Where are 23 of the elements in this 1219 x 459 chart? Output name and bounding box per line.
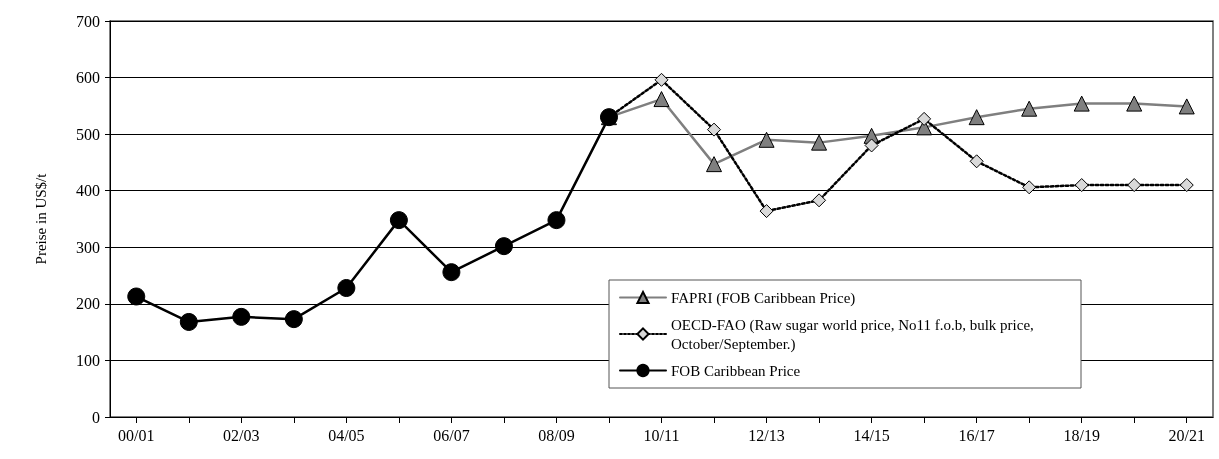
x-tick-label: 04/05 [328,426,365,444]
y-tick-label: 200 [76,295,100,313]
x-tick-label: 14/15 [853,426,890,444]
y-axis-title: Preise in US$/t [32,172,49,265]
y-tick-label: 300 [76,238,100,256]
y-tick-label: 500 [76,125,100,143]
x-tick-label: 06/07 [433,426,470,444]
y-tick-label: 400 [76,182,100,200]
x-tick-label: 18/19 [1063,426,1100,444]
legend-label: FAPRI (FOB Caribbean Price) [671,289,856,307]
x-tick-label: 08/09 [538,426,575,444]
y-tick-label: 600 [76,69,100,87]
x-tick-label: 16/17 [958,426,995,444]
y-tick-label: 700 [76,12,100,30]
x-tick-label: 02/03 [223,426,260,444]
x-tick-label: 12/13 [748,426,785,444]
y-tick-label: 0 [92,408,100,426]
y-tick-label: 100 [76,351,100,369]
legend-label: OECD-FAO (Raw sugar world price, No11 f.o.b, bulk price, October/September.) [671,316,1038,353]
legend-label: FOB Caribbean Price [671,362,801,379]
x-tick-label: 20/21 [1168,426,1205,444]
x-tick-label: 10/11 [643,426,680,444]
x-tick-label: 00/01 [118,426,155,444]
